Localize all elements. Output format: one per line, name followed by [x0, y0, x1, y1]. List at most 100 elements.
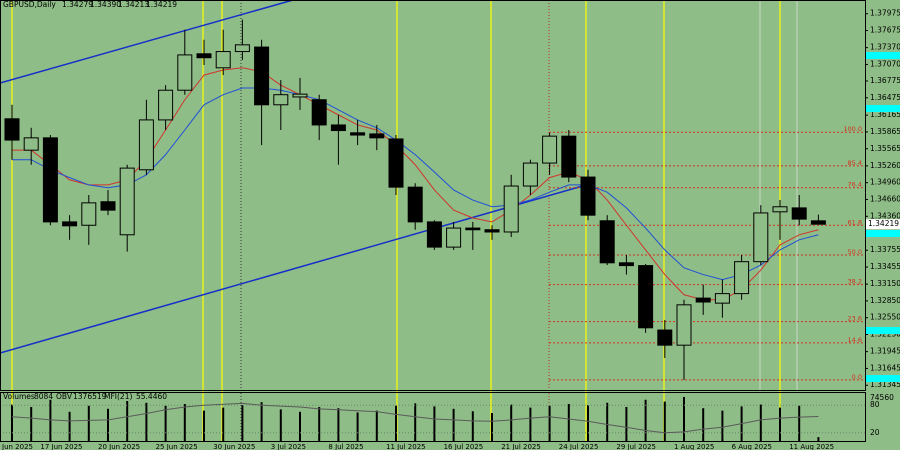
candle-body	[407, 186, 423, 223]
y-tick-label: 1.31645	[870, 363, 900, 372]
indicator-label: MFI(21)	[104, 392, 132, 401]
y-tick-label: 1.34360	[870, 211, 900, 220]
indicator-label: OBV	[56, 392, 73, 401]
x-tick-label: 1 Aug 2025	[674, 443, 714, 450]
candle-body	[426, 221, 442, 248]
y-tick-label: 1.36165	[870, 110, 900, 119]
fib-label: 38.2	[848, 278, 862, 286]
candle-body	[81, 202, 97, 226]
fib-label: 61.8	[848, 218, 862, 226]
candle-body	[311, 99, 327, 126]
candle-body	[599, 220, 615, 264]
indicator-value: 55.4460	[136, 392, 167, 401]
candle-body	[234, 44, 250, 53]
candle-body	[350, 132, 366, 136]
candle-body	[542, 135, 558, 164]
y-tick-label: 1.35565	[870, 144, 900, 153]
fib-label: 14.6	[848, 336, 862, 344]
y-tick-label: 1.32850	[870, 296, 900, 305]
x-tick-label: 30 Jun 2025	[213, 443, 255, 450]
y-tick-label: 1.37070	[870, 59, 900, 68]
x-tick-label: 16 Jul 2025	[444, 443, 484, 450]
candle-body	[4, 118, 20, 141]
candle-body	[561, 135, 577, 178]
ohlc-label: 1.34390	[90, 0, 121, 9]
x-tick-label: 11 Jul 2025	[386, 443, 426, 450]
x-tick-label: Jun 2025	[1, 443, 33, 450]
level-markers	[866, 52, 900, 382]
y-tick-label: 1.37370	[870, 43, 900, 52]
indicator-frame	[0, 392, 866, 442]
candle-body	[23, 137, 39, 151]
candle-body	[177, 54, 193, 91]
y-tick-label: 1.34960	[870, 178, 900, 187]
level-marker	[866, 327, 900, 334]
candle-body	[292, 93, 308, 98]
indicator-value: 1376519	[73, 392, 107, 401]
x-tick-label: 24 Jul 2025	[559, 443, 599, 450]
fib-label: 50.0	[848, 248, 862, 256]
candle-body	[369, 133, 385, 139]
candle-body	[618, 262, 634, 267]
candle-body	[791, 207, 807, 220]
level-marker	[866, 375, 900, 382]
price-box	[866, 219, 900, 230]
candle-body	[330, 124, 346, 132]
x-tick-label: 3 Jul 2025	[271, 443, 306, 450]
candle-body	[465, 227, 481, 231]
x-tick-label: 20 Jun 2025	[98, 443, 140, 450]
fib-label: 76.4	[848, 181, 862, 189]
x-tick-label: 6 Aug 2025	[732, 443, 772, 450]
y-tick-label: 1.35260	[870, 161, 900, 170]
mfi-tick-label: 80	[870, 400, 880, 409]
candle-body	[734, 261, 750, 295]
trend-line	[0, 184, 587, 354]
candle-body	[484, 229, 500, 233]
candle-body	[138, 119, 154, 171]
candle-body	[62, 221, 78, 227]
y-tick-label: 1.35865	[870, 127, 900, 136]
y-tick-label: 1.37675	[870, 26, 900, 35]
candle-body	[522, 162, 538, 187]
y-tick-label: 1.33150	[870, 279, 900, 288]
volume-tick-label: 74560	[870, 393, 894, 402]
x-tick-label: 29 Jul 2025	[616, 443, 656, 450]
candle-body	[215, 51, 231, 69]
indicator-label: Volumes	[3, 392, 35, 401]
level-marker	[866, 230, 900, 237]
price-label: 1.34219	[868, 219, 899, 228]
plot-layer: 1.37975 1.37675 1.37370 1.37070 1.36775 1.364…	[0, 9, 900, 450]
y-tick-label: 1.36775	[870, 76, 900, 85]
candle-body	[388, 138, 404, 188]
candle-body	[119, 167, 135, 236]
candle-body	[446, 227, 462, 248]
candle-body	[503, 185, 519, 233]
y-tick-label: 1.32250	[870, 330, 900, 339]
y-tick-label: 1.33755	[870, 245, 900, 254]
indicator-value: 8084	[34, 392, 53, 401]
candle-body	[42, 137, 58, 223]
fib-label: 100.0	[843, 125, 862, 133]
y-tick-label: 1.32550	[870, 313, 900, 322]
fib-label: 0.0	[852, 373, 862, 381]
candle-body	[714, 293, 730, 304]
candle-body	[158, 89, 174, 121]
candle-body	[100, 201, 116, 211]
candle-body	[676, 304, 692, 346]
y-tick-label: 1.33455	[870, 262, 900, 271]
candle-body	[657, 329, 673, 346]
x-tick-label: 17 Jun 2025	[40, 443, 82, 450]
level-marker	[866, 105, 900, 112]
candle-body	[254, 46, 270, 106]
mfi-line	[11, 402, 819, 434]
y-tick-label: 1.31945	[870, 347, 900, 356]
candle-body	[753, 212, 769, 263]
x-tick-label: 25 Jun 2025	[156, 443, 198, 450]
mfi-tick-label: 20	[870, 428, 880, 437]
x-tick-label: 11 Aug 2025	[789, 443, 834, 450]
ohlc-label: 1.34279	[62, 0, 93, 9]
session-lines	[11, 0, 781, 442]
chart-title: GBPUSD,Daily	[3, 0, 56, 9]
